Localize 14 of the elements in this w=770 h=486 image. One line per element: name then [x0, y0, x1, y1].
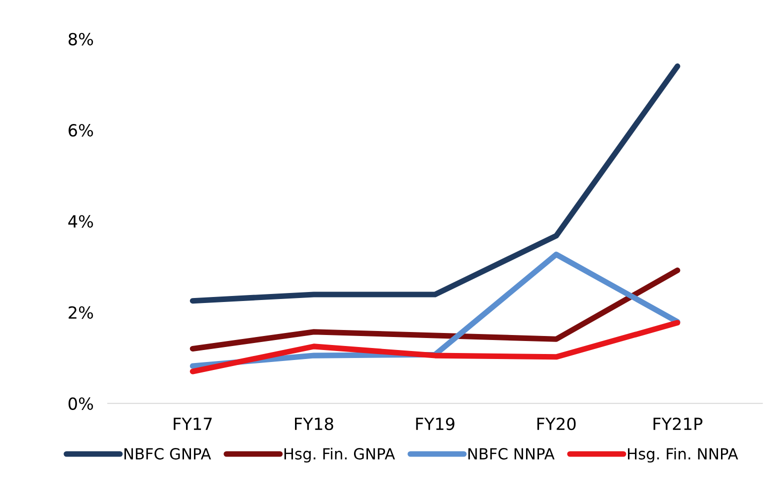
x-tick-label: FY17: [174, 418, 212, 430]
x-tick-label: FY19: [416, 418, 454, 430]
legend-label: Hsg. Fin. GNPA: [284, 448, 395, 463]
x-tick-label: FY20: [537, 418, 576, 430]
x-tick-label: FY21P: [654, 418, 702, 430]
legend-label: Hsg. Fin. NNPA: [628, 448, 738, 463]
legend-label: NBFC NNPA: [468, 448, 555, 460]
y-tick-label: 4%: [68, 215, 93, 228]
y-tick-label: 2%: [68, 306, 93, 319]
x-tick-label: FY18: [294, 418, 334, 430]
y-tick-label: 8%: [68, 32, 93, 46]
legend-label: NBFC GNPA: [124, 448, 212, 460]
y-tick-label: 0%: [68, 397, 93, 410]
y-tick-label: 6%: [68, 124, 93, 137]
